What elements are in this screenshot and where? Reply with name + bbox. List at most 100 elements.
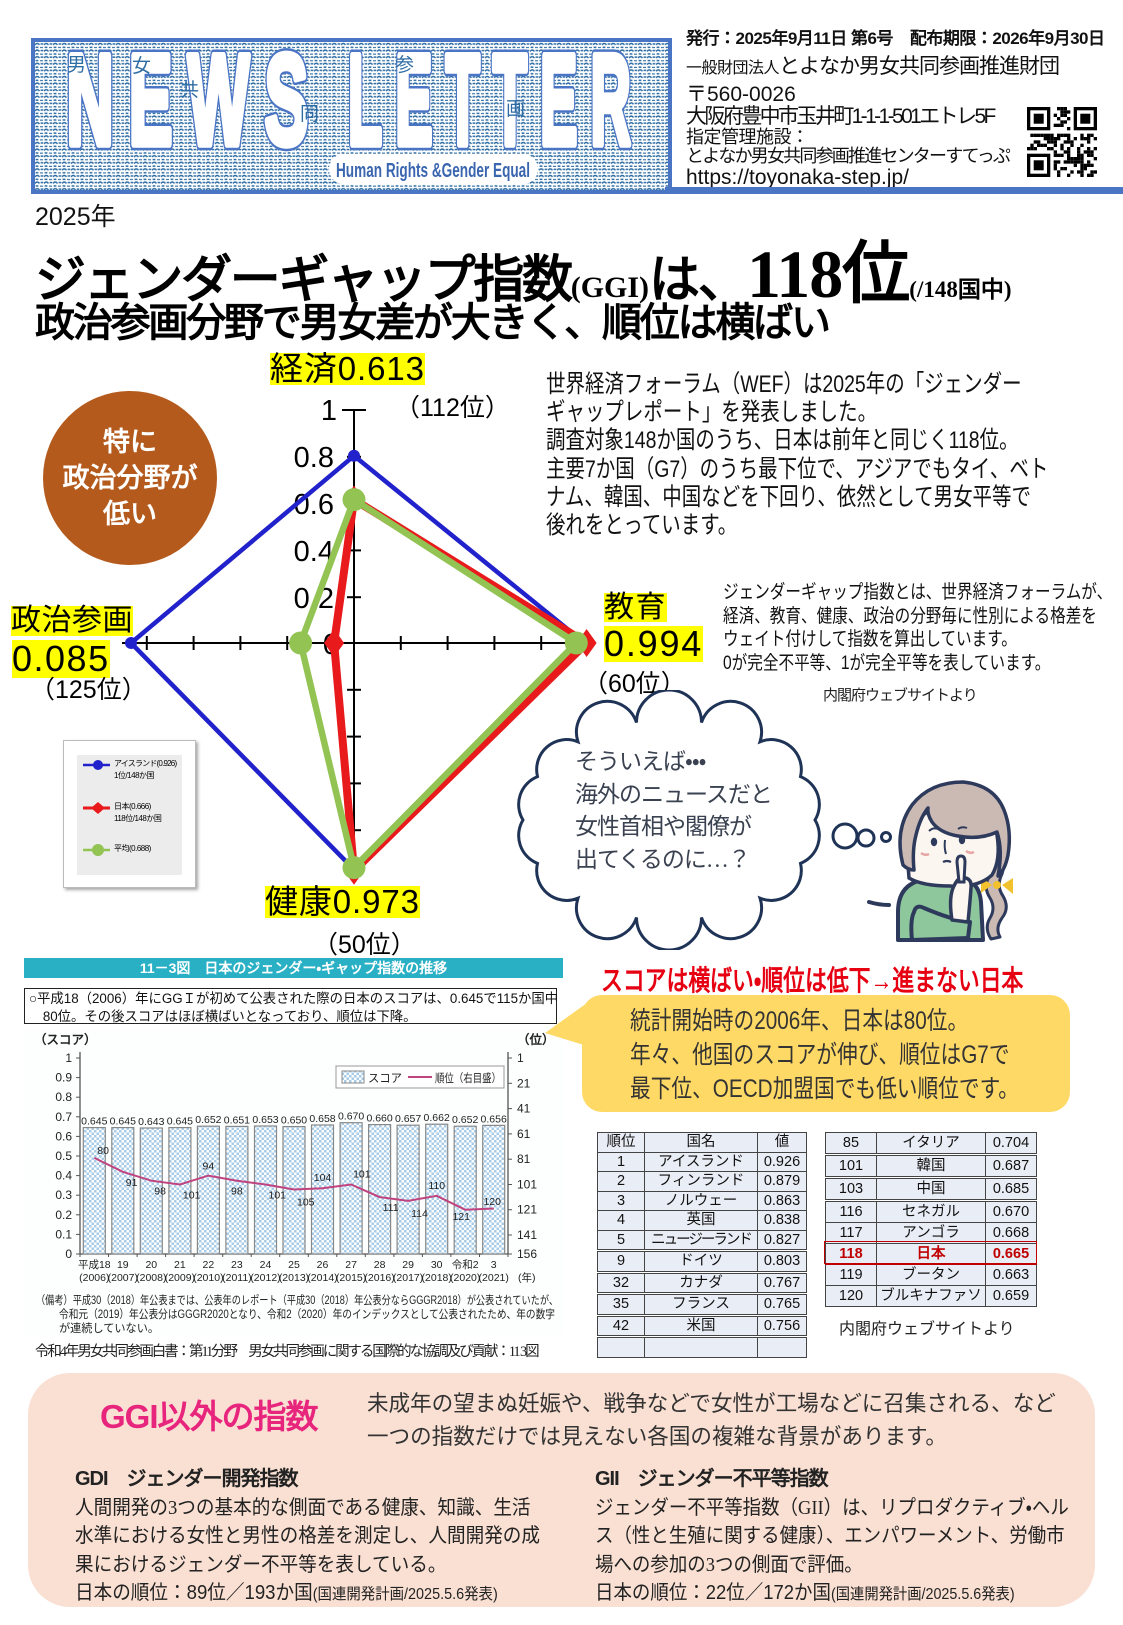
svg-text:0.5: 0.5 [55, 1149, 72, 1163]
svg-text:(2015): (2015) [336, 1272, 366, 1284]
svg-text:94: 94 [203, 1161, 215, 1173]
svg-text:110: 110 [428, 1180, 445, 1192]
svg-text:0.1: 0.1 [55, 1227, 72, 1241]
svg-text:LETTER: LETTER [348, 42, 644, 172]
svg-text:0.2: 0.2 [55, 1208, 72, 1222]
svg-text:(2018): (2018) [422, 1272, 452, 1284]
svg-text:21: 21 [517, 1076, 531, 1090]
svg-text:121: 121 [452, 1211, 470, 1223]
svg-text:平成18: 平成18 [78, 1259, 111, 1271]
svg-text:男: 男 [67, 55, 86, 76]
svg-text:0.650: 0.650 [281, 1115, 307, 1127]
svg-text:0.658: 0.658 [309, 1113, 335, 1125]
svg-text:0.662: 0.662 [424, 1112, 450, 1124]
svg-text:(2006): (2006) [79, 1272, 109, 1284]
svg-text:101: 101 [353, 1169, 371, 1181]
svg-text:1: 1 [321, 395, 337, 427]
svg-text:参: 参 [395, 54, 414, 76]
svg-text:1: 1 [65, 1051, 72, 1065]
svg-text:20: 20 [145, 1259, 157, 1271]
svg-text:0.6: 0.6 [294, 489, 334, 521]
svg-text:（位）: （位） [517, 1032, 555, 1047]
svg-text:(2020): (2020) [450, 1272, 480, 1284]
svg-text:80: 80 [97, 1145, 109, 1157]
svg-text:(2009): (2009) [165, 1272, 195, 1284]
svg-text:0.3: 0.3 [55, 1188, 72, 1202]
svg-text:順位（右目盛）: 順位（右目盛） [435, 1071, 501, 1085]
svg-text:0.9: 0.9 [55, 1071, 72, 1085]
svg-text:91: 91 [126, 1177, 138, 1189]
svg-text:23: 23 [231, 1259, 243, 1271]
svg-text:0.8: 0.8 [55, 1090, 72, 1104]
svg-text:(2011): (2011) [222, 1272, 252, 1284]
svg-text:28: 28 [374, 1259, 386, 1271]
svg-text:0.645: 0.645 [110, 1116, 136, 1128]
svg-text:19: 19 [117, 1259, 129, 1271]
svg-text:24: 24 [260, 1259, 272, 1271]
svg-text:41: 41 [517, 1102, 531, 1116]
svg-text:Human Rights &Gender Equal: Human Rights &Gender Equal [336, 160, 530, 182]
svg-text:女: 女 [132, 55, 151, 77]
svg-text:同: 同 [300, 104, 319, 125]
svg-text:0.8: 0.8 [294, 442, 334, 474]
svg-text:61: 61 [517, 1127, 531, 1141]
svg-text:(2007): (2007) [108, 1272, 138, 1284]
svg-text:0.657: 0.657 [395, 1113, 421, 1125]
svg-text:画: 画 [506, 99, 525, 120]
svg-text:156: 156 [517, 1247, 537, 1261]
svg-text:（スコア）: （スコア） [34, 1032, 97, 1047]
svg-text:(2021): (2021) [479, 1272, 509, 1284]
svg-text:共: 共 [180, 79, 199, 101]
svg-text:(2008): (2008) [136, 1272, 166, 1284]
svg-text:3: 3 [491, 1259, 497, 1271]
svg-text:(2016): (2016) [364, 1272, 394, 1284]
svg-text:81: 81 [517, 1152, 531, 1166]
svg-text:121: 121 [517, 1203, 537, 1217]
svg-text:が連続していない。: が連続していない。 [59, 1321, 159, 1335]
svg-text:101: 101 [517, 1178, 537, 1192]
svg-text:NEWS: NEWS [67, 42, 324, 172]
svg-text:(2014): (2014) [307, 1272, 337, 1284]
svg-text:(2010): (2010) [193, 1272, 223, 1284]
svg-text:114: 114 [411, 1208, 428, 1220]
svg-text:0.652: 0.652 [195, 1114, 221, 1126]
svg-text:21: 21 [174, 1259, 186, 1271]
svg-text:0.660: 0.660 [366, 1113, 392, 1125]
svg-text:0.656: 0.656 [481, 1113, 507, 1125]
svg-text:101: 101 [183, 1190, 201, 1202]
svg-text:120: 120 [483, 1196, 501, 1208]
svg-text:22: 22 [203, 1259, 215, 1271]
svg-text:令和元（2019）年公表分はGGGR2020となり、令和2（: 令和元（2019）年公表分はGGGR2020となり、令和2（2020）年のインデ… [59, 1307, 555, 1321]
svg-text:(2012): (2012) [250, 1272, 280, 1284]
svg-text:111: 111 [383, 1202, 399, 1214]
svg-text:1: 1 [517, 1051, 524, 1065]
svg-text:(2013): (2013) [279, 1272, 309, 1284]
svg-text:0.4: 0.4 [55, 1169, 72, 1183]
svg-text:101: 101 [269, 1190, 287, 1202]
svg-text:98: 98 [231, 1186, 243, 1198]
svg-text:0.643: 0.643 [138, 1116, 164, 1128]
svg-text:0.645: 0.645 [81, 1116, 107, 1128]
svg-text:(2017): (2017) [393, 1272, 423, 1284]
svg-text:0.651: 0.651 [224, 1114, 250, 1126]
svg-text:25: 25 [288, 1259, 300, 1271]
svg-text:105: 105 [297, 1197, 315, 1209]
svg-text:0.653: 0.653 [252, 1114, 278, 1126]
svg-text:27: 27 [345, 1259, 357, 1271]
svg-text:NEWS: NEWS [67, 42, 324, 172]
svg-text:141: 141 [517, 1228, 537, 1242]
svg-text:スコア: スコア [368, 1073, 402, 1085]
svg-text:0.670: 0.670 [338, 1111, 364, 1123]
svg-text:0.6: 0.6 [55, 1129, 72, 1143]
svg-text:(年): (年) [518, 1271, 536, 1284]
svg-text:（備考）平成30（2018）年公表までは、公表年のレポート（: （備考）平成30（2018）年公表までは、公表年のレポート（平成30（2018）… [36, 1293, 558, 1307]
svg-text:0.652: 0.652 [452, 1114, 478, 1126]
svg-text:0: 0 [65, 1247, 72, 1261]
svg-text:0.645: 0.645 [167, 1116, 193, 1128]
svg-text:104: 104 [314, 1172, 332, 1184]
svg-text:0.7: 0.7 [55, 1110, 72, 1124]
svg-text:令和2: 令和2 [452, 1258, 479, 1271]
svg-text:26: 26 [317, 1259, 329, 1271]
svg-text:98: 98 [154, 1186, 166, 1198]
svg-text:30: 30 [431, 1259, 443, 1271]
